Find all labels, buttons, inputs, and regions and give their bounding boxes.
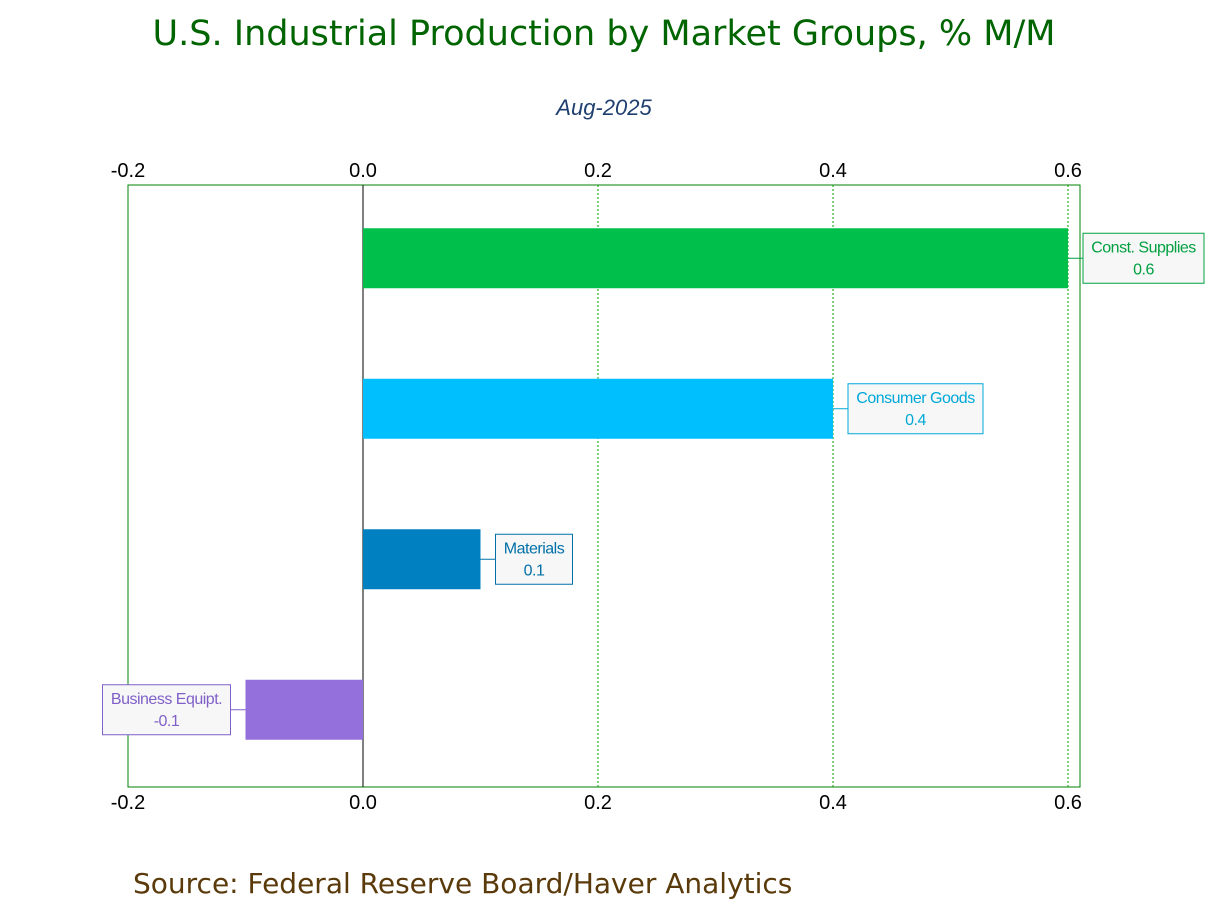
bar-value-label: 0.1	[524, 562, 545, 579]
bar-value-label: 0.6	[1133, 261, 1154, 278]
x-tick-label-bottom: 0.0	[349, 792, 377, 814]
source-note: Source: Federal Reserve Board/Haver Anal…	[133, 867, 793, 900]
plot-frame	[127, 184, 1081, 788]
bar	[363, 378, 833, 439]
x-tick-label-top: 0.0	[349, 160, 377, 182]
bar	[363, 228, 1068, 289]
bar	[245, 679, 363, 740]
bar-category-label: Const. Supplies	[1091, 239, 1196, 256]
chart-subtitle: Aug-2025	[556, 95, 652, 120]
x-tick-label-top: 0.4	[819, 160, 847, 182]
bar-category-label: Business Equipt.	[111, 691, 222, 708]
bar-category-label: Consumer Goods	[856, 390, 975, 407]
x-tick-label-bottom: 0.4	[819, 792, 847, 814]
x-tick-label-bottom: 0.6	[1054, 792, 1082, 814]
x-tick-label-bottom: -0.2	[111, 792, 145, 814]
x-tick-label-top: 0.2	[584, 160, 612, 182]
callout-box	[847, 383, 984, 435]
bar-value-label: -0.1	[154, 713, 180, 730]
chart-title: U.S. Industrial Production by Market Gro…	[152, 14, 1056, 54]
bar	[363, 529, 481, 590]
callout-box	[495, 533, 573, 585]
x-tick-label-bottom: 0.2	[584, 792, 612, 814]
bar-category-label: Materials	[504, 540, 565, 557]
x-tick-label-top: 0.6	[1054, 160, 1082, 182]
bar-value-label: 0.4	[905, 412, 926, 429]
x-tick-label-top: -0.2	[111, 160, 145, 182]
callout-box	[102, 684, 231, 736]
callout-box	[1082, 232, 1205, 284]
